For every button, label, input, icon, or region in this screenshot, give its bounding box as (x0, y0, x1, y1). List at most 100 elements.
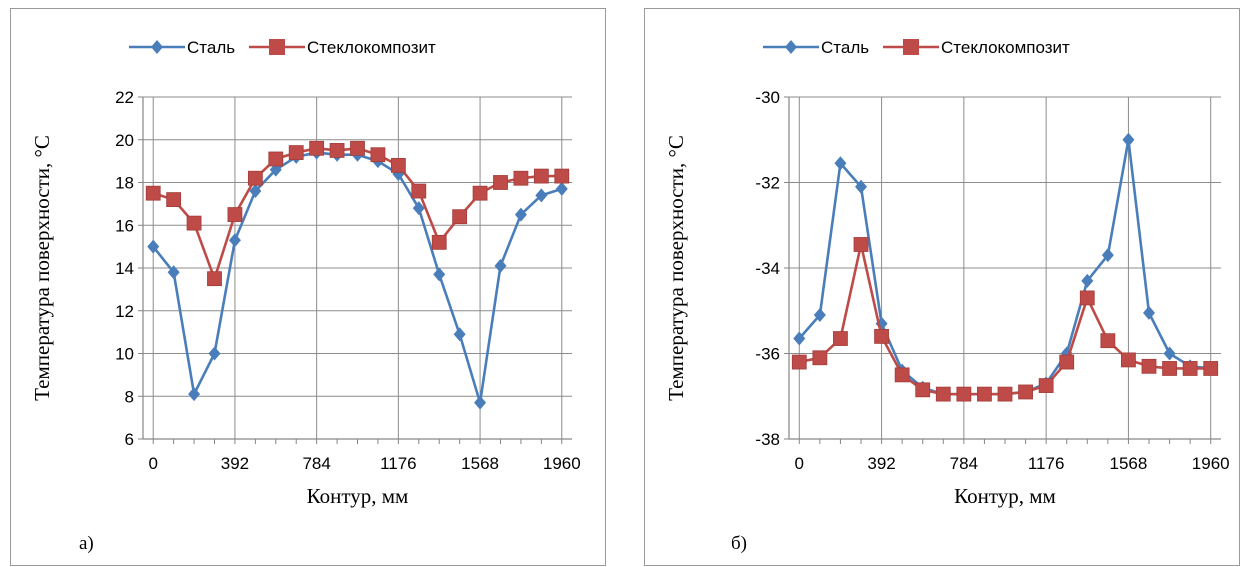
data-point-square (1141, 358, 1157, 374)
x-tick-label: 1960 (1192, 454, 1230, 473)
data-point-square (1100, 333, 1116, 349)
legend-label: Сталь (821, 38, 869, 57)
legend-label: Сталь (187, 38, 235, 57)
x-tick-label: 1568 (461, 454, 499, 473)
data-point-square (493, 175, 508, 190)
x-tick-label: 784 (950, 454, 978, 473)
y-tick-label: 18 (115, 174, 134, 193)
data-point-square (791, 354, 807, 370)
y-tick-label: 22 (115, 88, 134, 107)
data-point-square (1203, 361, 1219, 376)
data-point-diamond (494, 258, 507, 273)
legend-marker-diamond (151, 40, 163, 54)
data-point-square (207, 271, 222, 287)
data-point-diamond (474, 395, 487, 410)
y-tick-label: -30 (755, 88, 780, 107)
data-point-square (472, 185, 488, 201)
x-axis-title: Контур, мм (307, 484, 409, 508)
y-tick-label: -32 (755, 174, 780, 193)
data-point-diamond (514, 207, 527, 222)
y-tick-label: 20 (115, 131, 134, 150)
data-point-square (513, 170, 529, 186)
data-point-diamond (834, 156, 847, 171)
x-tick-label: 784 (302, 454, 330, 473)
panel-label-a: а) (79, 533, 94, 554)
series-line (798, 138, 1211, 396)
data-point-diamond (1163, 346, 1176, 361)
y-axis-title: Температура поверхности, °С (664, 135, 688, 401)
data-point-diamond (1122, 132, 1135, 147)
legend-label: Стеклокомпозит (941, 38, 1070, 57)
x-tick-label: 1960 (543, 454, 581, 473)
data-point-square (853, 237, 869, 252)
data-point-diamond (555, 181, 568, 196)
data-point-diamond (1081, 273, 1094, 288)
y-tick-label: -36 (755, 345, 780, 364)
x-axis-title: Контур, мм (954, 484, 1056, 508)
y-tick-label: 8 (125, 387, 134, 406)
data-point-diamond (412, 201, 425, 216)
y-axis-title: Температура поверхности, °С (30, 135, 54, 401)
data-point-diamond (147, 239, 160, 254)
data-point-square (309, 140, 325, 156)
data-point-square (812, 350, 828, 366)
y-tick-label: 14 (115, 259, 134, 278)
data-point-square (166, 192, 182, 208)
data-point-square (915, 382, 931, 398)
data-point-diamond (433, 267, 446, 282)
data-point-square (247, 170, 263, 186)
legend-label: Стеклокомпозит (307, 38, 436, 57)
chart-a-svg: 6 8 10 12 14 16 18 20 22 0 392 784 1176 1568 1960 Сталь… (30, 38, 581, 508)
data-point-square (350, 140, 365, 156)
data-point-diamond (249, 184, 262, 199)
legend-marker-square (269, 39, 285, 55)
chart-panel-a: 6 8 10 12 14 16 18 20 22 0 392 784 1176 1568 1960 Сталь… (10, 8, 606, 566)
data-point-square (1182, 361, 1198, 376)
y-tick-label: 16 (115, 216, 134, 235)
data-point-square (452, 209, 468, 225)
data-point-square (874, 328, 889, 344)
data-point-diamond (855, 179, 867, 194)
x-tick-label: 392 (221, 454, 249, 473)
data-point-square (997, 386, 1013, 402)
data-point-diamond (1101, 248, 1114, 263)
data-point-square (268, 151, 284, 167)
data-point-square (554, 168, 570, 184)
data-point-diamond (813, 308, 826, 323)
data-point-square (977, 386, 992, 402)
chart-b-svg: -38 -36 -34 -32 -30 0 392 784 1176 1568 1960 Сталь С… (664, 38, 1230, 508)
x-tick-label: 0 (148, 454, 157, 473)
y-tick-label: -34 (755, 259, 780, 278)
x-tick-label: 1176 (1028, 454, 1065, 473)
data-point-diamond (188, 387, 201, 402)
data-point-square (431, 234, 447, 250)
data-point-square (533, 168, 549, 184)
y-tick-label: 6 (125, 430, 134, 449)
data-point-square (1121, 352, 1136, 368)
data-point-diamond (228, 233, 241, 248)
data-point-square (370, 147, 386, 163)
x-tick-label: 0 (795, 454, 804, 473)
data-point-square (935, 386, 951, 402)
data-point-square (227, 207, 243, 222)
data-point-diamond (875, 316, 888, 331)
data-point-square (833, 331, 848, 346)
y-tick-label: -38 (755, 430, 780, 449)
x-tick-label: 1568 (1110, 454, 1148, 473)
data-point-diamond (1143, 305, 1155, 320)
data-point-square (1162, 361, 1177, 376)
data-point-square (411, 183, 427, 199)
data-point-diamond (453, 327, 466, 342)
data-point-square (894, 367, 910, 383)
legend-marker-square (903, 39, 919, 55)
data-point-diamond (208, 346, 221, 361)
data-point-diamond (793, 331, 806, 346)
panel-label-b: б) (731, 533, 747, 554)
data-point-square (288, 145, 304, 160)
data-point-square (1079, 290, 1095, 306)
data-point-diamond (167, 265, 180, 280)
y-tick-label: 10 (115, 345, 134, 364)
data-point-square (329, 143, 345, 158)
y-tick-label: 12 (115, 302, 134, 321)
data-point-square (186, 215, 202, 231)
